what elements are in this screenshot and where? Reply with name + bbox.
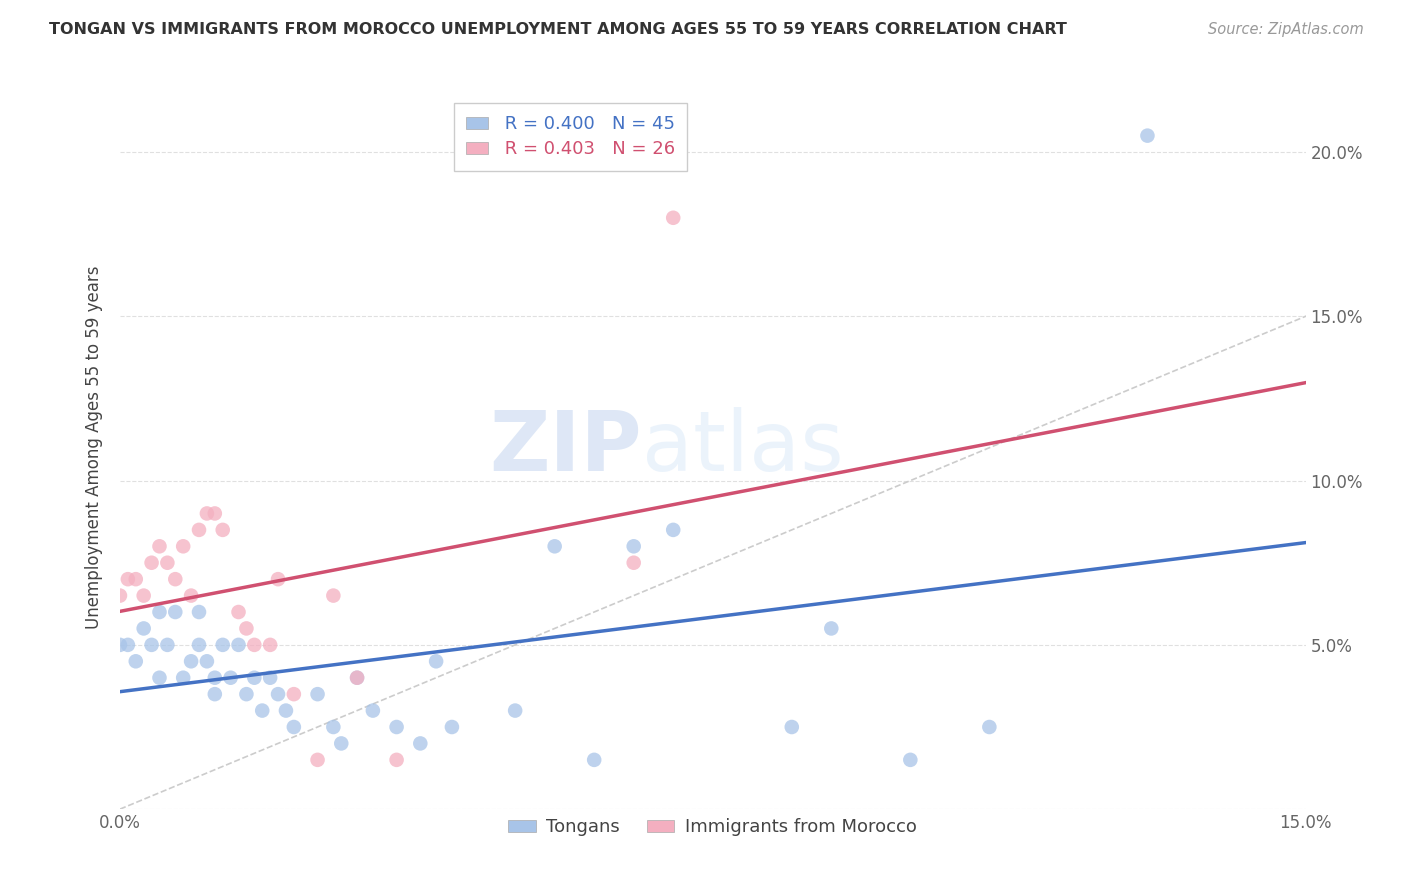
Point: [188, 523, 211, 537]
Point: [204, 687, 226, 701]
Point: [544, 539, 567, 553]
Point: [165, 572, 187, 586]
Point: [623, 556, 645, 570]
Y-axis label: Unemployment Among Ages 55 to 59 years: Unemployment Among Ages 55 to 59 years: [86, 266, 103, 630]
Point: [125, 572, 148, 586]
Point: [322, 589, 344, 603]
Point: [283, 687, 305, 701]
Point: [307, 687, 329, 701]
Point: [307, 753, 329, 767]
Point: [195, 654, 218, 668]
Point: [228, 638, 250, 652]
Point: [108, 589, 131, 603]
Point: [204, 507, 226, 521]
Point: [898, 753, 921, 767]
Point: [219, 671, 242, 685]
Point: [211, 523, 233, 537]
Text: ZIP: ZIP: [489, 408, 641, 488]
Point: [583, 753, 606, 767]
Point: [165, 605, 187, 619]
Point: [172, 539, 194, 553]
Point: [409, 736, 432, 750]
Point: [385, 753, 408, 767]
Point: [195, 507, 218, 521]
Point: [322, 720, 344, 734]
Point: [274, 704, 297, 718]
Point: [283, 720, 305, 734]
Point: [267, 572, 290, 586]
Point: [148, 671, 170, 685]
Point: [156, 556, 179, 570]
Point: [148, 605, 170, 619]
Point: [125, 654, 148, 668]
Legend: Tongans, Immigrants from Morocco: Tongans, Immigrants from Morocco: [502, 811, 924, 844]
Point: [623, 539, 645, 553]
Point: [188, 605, 211, 619]
Point: [780, 720, 803, 734]
Point: [211, 638, 233, 652]
Point: [204, 671, 226, 685]
Point: [235, 622, 257, 636]
Point: [425, 654, 447, 668]
Point: [141, 556, 163, 570]
Point: [361, 704, 384, 718]
Point: [979, 720, 1001, 734]
Point: [330, 736, 353, 750]
Point: [820, 622, 842, 636]
Point: [148, 539, 170, 553]
Point: [259, 638, 281, 652]
Point: [108, 638, 131, 652]
Point: [156, 638, 179, 652]
Point: [132, 622, 155, 636]
Point: [180, 654, 202, 668]
Point: [252, 704, 274, 718]
Point: [346, 671, 368, 685]
Point: [172, 671, 194, 685]
Text: atlas: atlas: [641, 408, 844, 488]
Point: [662, 523, 685, 537]
Point: [132, 589, 155, 603]
Point: [117, 638, 139, 652]
Text: TONGAN VS IMMIGRANTS FROM MOROCCO UNEMPLOYMENT AMONG AGES 55 TO 59 YEARS CORRELA: TONGAN VS IMMIGRANTS FROM MOROCCO UNEMPL…: [49, 22, 1067, 37]
Point: [188, 638, 211, 652]
Point: [346, 671, 368, 685]
Point: [259, 671, 281, 685]
Point: [385, 720, 408, 734]
Point: [440, 720, 463, 734]
Point: [243, 638, 266, 652]
Point: [243, 671, 266, 685]
Point: [141, 638, 163, 652]
Point: [235, 687, 257, 701]
Point: [180, 589, 202, 603]
Point: [228, 605, 250, 619]
Point: [503, 704, 526, 718]
Point: [117, 572, 139, 586]
Point: [1136, 128, 1159, 143]
Text: Source: ZipAtlas.com: Source: ZipAtlas.com: [1208, 22, 1364, 37]
Point: [267, 687, 290, 701]
Point: [662, 211, 685, 225]
